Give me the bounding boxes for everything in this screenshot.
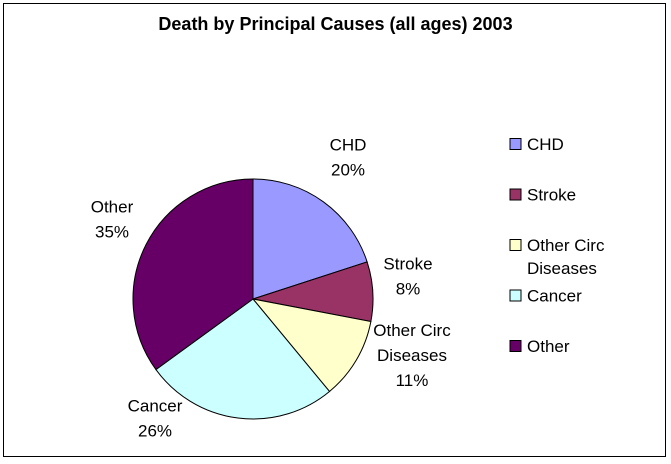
legend-label-stroke: Stroke [527,186,576,205]
slice-label-stroke: Stroke 8% [383,255,432,299]
pie-slice-chd [252,178,368,300]
slice-label-other-circ-diseases: Other Circ Diseases 11% [373,321,451,390]
legend-label-cancer: Cancer [527,287,582,306]
slice-label-other: Other 35% [91,198,134,242]
pie-slice-cancer [155,298,331,420]
slice-label-cancer: Cancer 26% [128,397,183,441]
legend-swatch-other-circ-diseases [509,239,522,251]
chart-title: Death by Principal Causes (all ages) 200… [158,14,513,34]
legend-label-other-circ-diseases: Other Circ Diseases [527,236,605,278]
legend-swatch-chd [509,138,522,150]
pie-slice-other [132,178,254,371]
legend-swatch-stroke [509,188,522,201]
slice-label-chd: CHD 20% [330,136,367,180]
legend-swatch-other [509,340,522,352]
legend-label-other: Other [527,337,570,356]
legend-swatch-cancer [509,289,522,302]
legend-label-chd: CHD [527,135,564,154]
pie-slice-other-circ-diseases [251,298,372,393]
